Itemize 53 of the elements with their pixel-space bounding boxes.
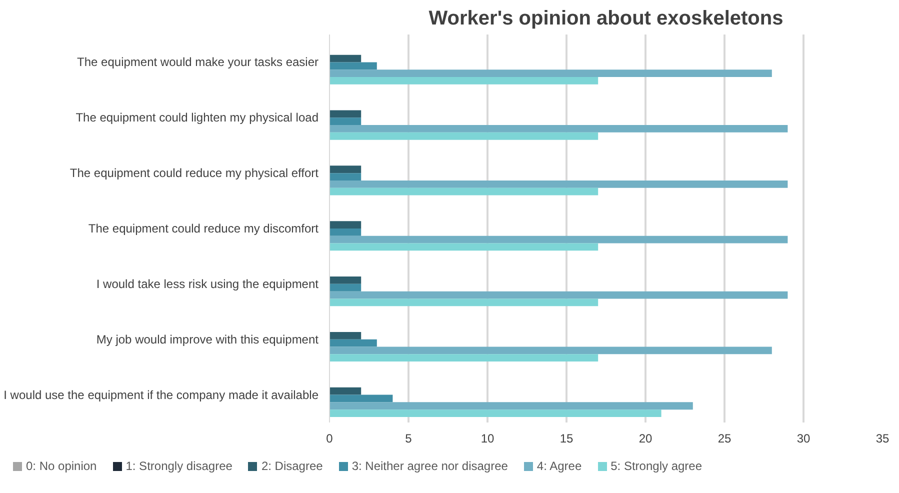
bar: [330, 70, 772, 77]
y-tick-label: The equipment could reduce my discomfort: [88, 222, 320, 236]
x-tick-label: 25: [718, 432, 732, 446]
x-tick-label: 20: [638, 432, 652, 446]
legend-item: 0: No opinion: [13, 458, 97, 476]
bar: [330, 228, 362, 236]
bar: [330, 118, 362, 126]
bar: [330, 332, 362, 340]
bar: [330, 173, 362, 180]
bar: [330, 54, 362, 62]
chart-title: Worker's opinion about exoskeletons: [428, 8, 784, 30]
y-tick-label: The equipment would make your tasks easier: [77, 55, 319, 70]
y-tick-label: The equipment could lighten my physical load: [76, 110, 319, 125]
legend-item: 1: Strongly disagree: [112, 458, 232, 476]
bar: [330, 166, 362, 174]
y-tick-label: I would use the equipment if the company made it available: [4, 388, 319, 402]
bar: [330, 346, 772, 354]
bar: [330, 394, 393, 402]
bar: [330, 284, 362, 292]
legend-item: 4: Agree: [524, 458, 582, 476]
bar: [330, 132, 598, 140]
bar: [330, 110, 362, 118]
legend-item: 5: Strongly agree: [598, 458, 702, 476]
bar: [330, 236, 788, 244]
legend-label: 0: No opinion: [26, 458, 97, 475]
legend-label: 2: Disagree: [261, 458, 323, 475]
x-tick-label: 0: [326, 432, 334, 446]
y-tick-label: My job would improve with this equipment: [96, 332, 320, 346]
bar: [330, 276, 362, 284]
legend-item: 3: Neither agree nor disagree: [338, 458, 508, 476]
bar: [330, 76, 598, 84]
x-tick-label: 35: [876, 432, 890, 446]
x-tick-label: 30: [796, 432, 810, 446]
bar: [330, 402, 693, 410]
legend-label: 4: Agree: [536, 458, 582, 475]
y-tick-label: The equipment could reduce my physical effort: [70, 166, 320, 180]
bar: [330, 298, 598, 306]
bar: [330, 180, 788, 188]
bar: [330, 354, 598, 362]
bar: [330, 291, 788, 299]
legend-item: 2: Disagree: [248, 458, 323, 476]
bar: [330, 62, 377, 70]
bar: [330, 221, 362, 228]
bar: [330, 339, 377, 347]
y-tick-label: I would take less risk using the equipment: [96, 276, 320, 291]
x-tick-label: 15: [560, 432, 574, 446]
bar: [330, 410, 662, 417]
x-tick-label: 5: [405, 432, 412, 446]
bar: [330, 387, 362, 395]
bar: [330, 188, 598, 196]
bar: [330, 125, 788, 132]
x-tick-label: 10: [480, 432, 494, 446]
bar: [330, 243, 598, 251]
